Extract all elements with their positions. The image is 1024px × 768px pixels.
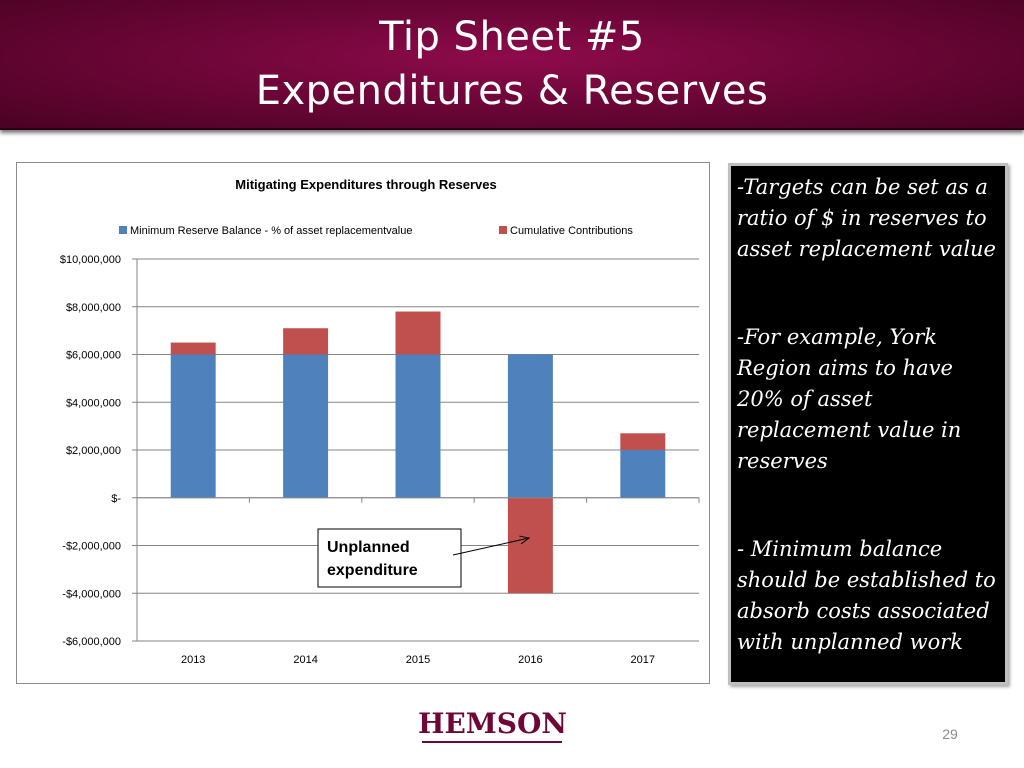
- x-tick-label: 2014: [293, 654, 317, 666]
- arrow-head: [519, 535, 531, 545]
- chart-legend: Minimum Reserve Balance - % of asset rep…: [119, 225, 633, 237]
- legend-swatch: [499, 226, 507, 234]
- y-axis: $10,000,000 $8,000,000 $6,000,000 $4,000,00…: [60, 254, 138, 648]
- x-tick-label: 2015: [406, 654, 430, 666]
- bar-reserve-2013: [170, 354, 216, 498]
- annotation-text-line-1: Unplanned: [327, 539, 410, 556]
- y-tick-label: $8,000,000: [66, 302, 121, 314]
- hemson-logo: HEMSON: [418, 707, 567, 743]
- title-banner: Tip Sheet #5 Expenditures & Reserves: [0, 0, 1024, 130]
- note-york-example: -For example, York Region aims to have 2…: [737, 325, 962, 473]
- y-tick-label: $2,000,000: [66, 445, 121, 457]
- bar-reserve-2014: [283, 354, 329, 498]
- y-tick-label: $10,000,000: [60, 254, 121, 266]
- annotation-arrow: [452, 537, 530, 556]
- bar-contribution-2016: [507, 497, 553, 594]
- legend-label: Cumulative Contributions: [510, 225, 633, 237]
- note-minimum-balance: - Minimum balance should be established …: [737, 537, 996, 654]
- annotation-text-line-2: expenditure: [327, 562, 418, 579]
- x-axis: 2013 2014 2015 2016 2017: [136, 497, 700, 666]
- slide-title-line-1: Tip Sheet #5: [379, 14, 645, 60]
- y-tick-label: $6,000,000: [66, 350, 121, 362]
- chart-title: Mitigating Expenditures through Reserves: [235, 177, 497, 192]
- logo-underline: [422, 741, 562, 743]
- y-tick-label: $4,000,000: [66, 397, 121, 409]
- x-tick-label: 2013: [181, 654, 205, 666]
- bar-contribution-2017: [620, 433, 666, 450]
- annotation-box: [317, 528, 462, 588]
- y-tick-label: $-: [111, 493, 121, 505]
- bar-contribution-2013: [170, 342, 216, 355]
- bar-reserve-2015: [395, 354, 441, 498]
- legend-swatch: [119, 226, 127, 234]
- chart-container: Mitigating Expenditures through Reserves…: [16, 162, 710, 684]
- chart-bars: [170, 311, 666, 594]
- y-tick-label: -$2,000,000: [62, 541, 121, 553]
- bar-contribution-2014: [283, 328, 329, 355]
- x-tick-label: 2017: [631, 654, 655, 666]
- chart-annotation: Unplanned expenditure: [317, 528, 531, 588]
- bar-chart: Mitigating Expenditures through Reserves…: [60, 177, 700, 666]
- y-tick-label: -$6,000,000: [62, 636, 121, 648]
- slide-title-line-2: Expenditures & Reserves: [255, 68, 769, 114]
- legend-label: Minimum Reserve Balance - % of asset rep…: [130, 225, 412, 237]
- logo-text: HEMSON: [418, 707, 567, 740]
- notes-panel: -Targets can be set as a ratio of $ in r…: [728, 163, 1008, 685]
- note-targets: -Targets can be set as a ratio of $ in r…: [737, 175, 996, 261]
- x-tick-label: 2016: [518, 654, 542, 666]
- bar-reserve-2017: [620, 450, 666, 498]
- bar-reserve-2016: [507, 354, 553, 498]
- page-number: 29: [942, 726, 958, 742]
- y-tick-label: -$4,000,000: [62, 588, 121, 600]
- bar-contribution-2015: [395, 311, 441, 355]
